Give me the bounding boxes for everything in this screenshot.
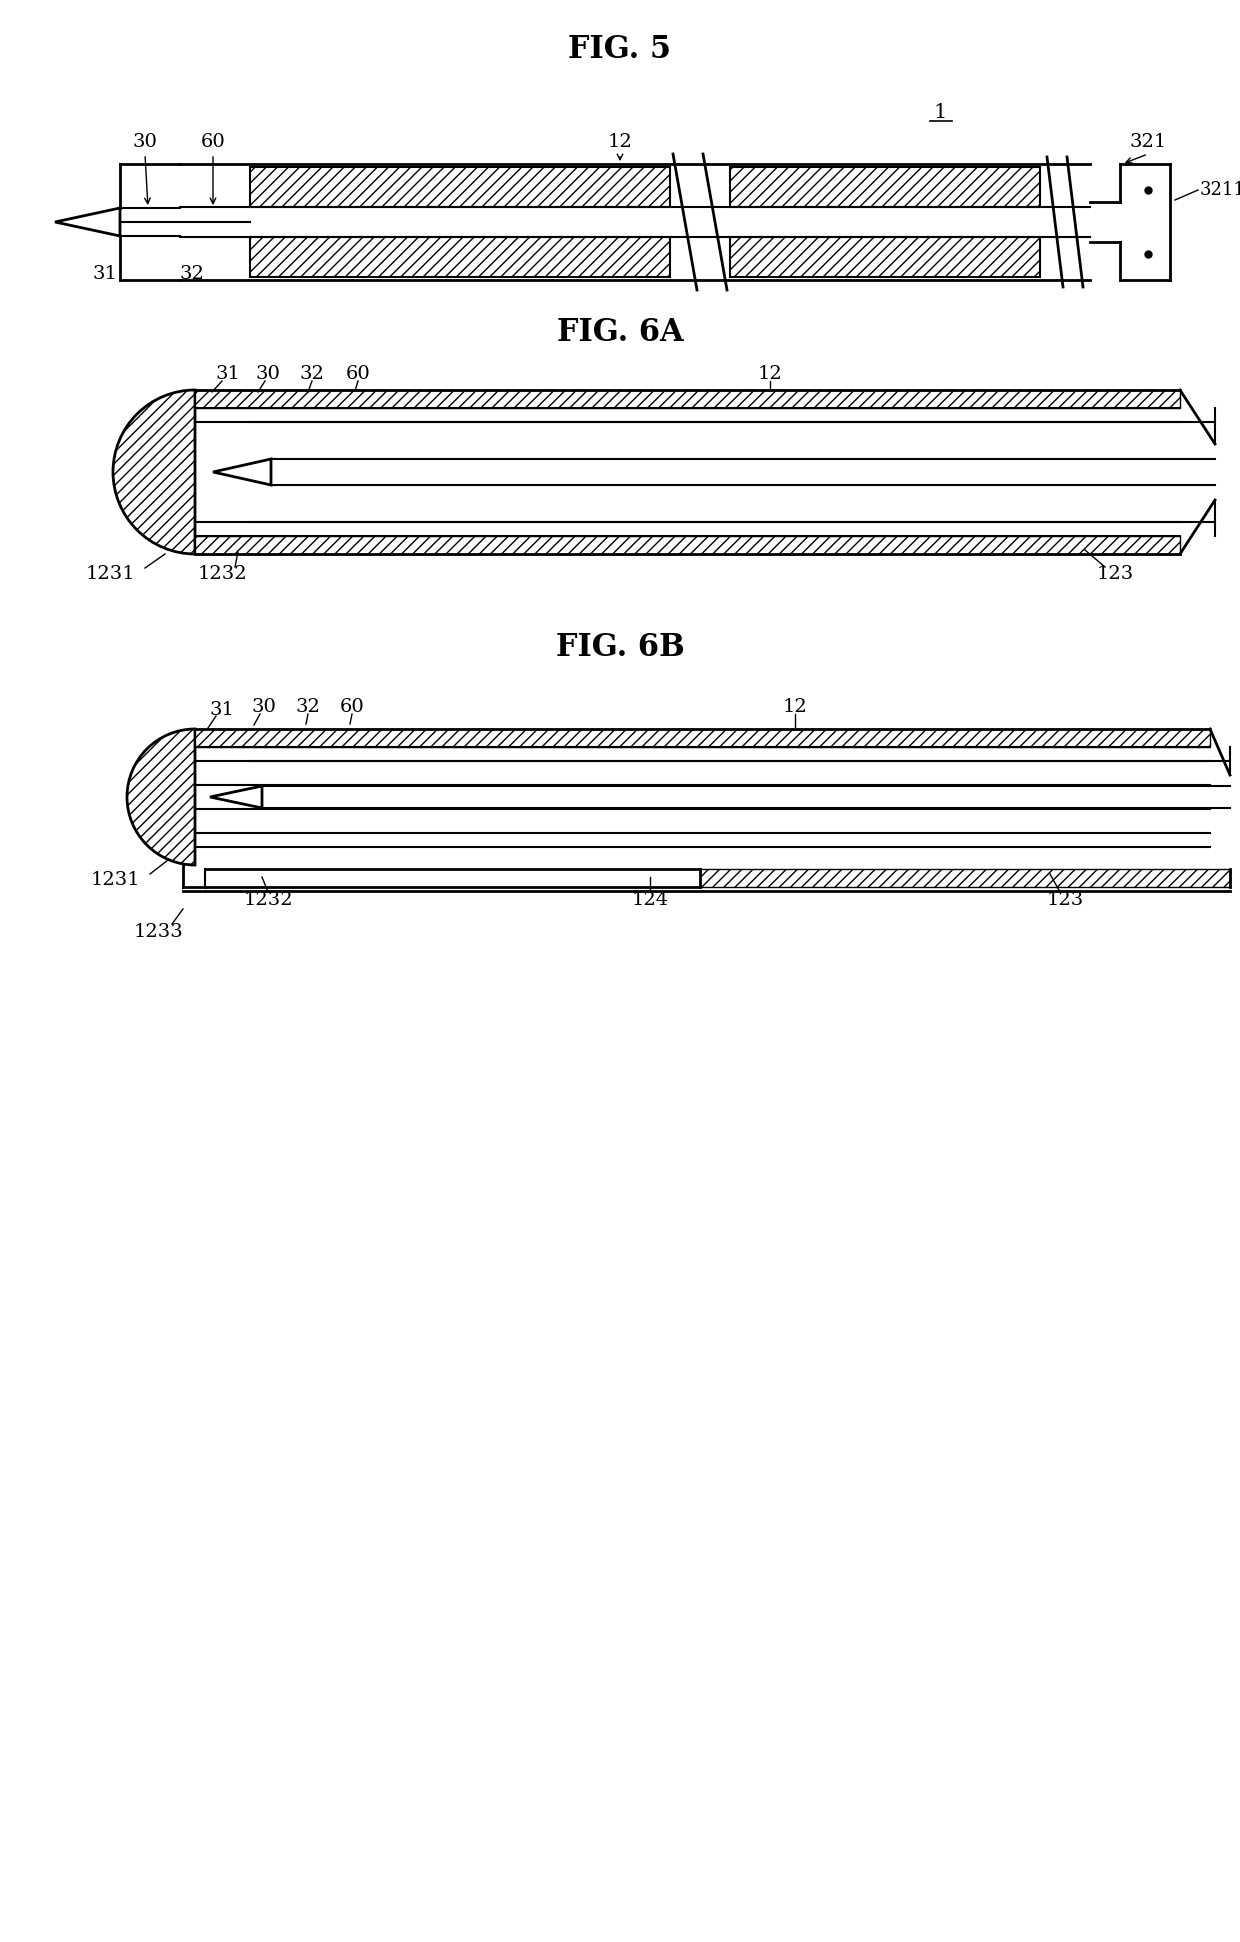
Text: 3211: 3211 <box>1200 181 1240 198</box>
Text: 1231: 1231 <box>86 565 135 583</box>
Text: 1233: 1233 <box>133 922 182 942</box>
Text: 60: 60 <box>201 132 226 151</box>
Bar <box>195 728 1210 748</box>
Polygon shape <box>213 458 272 486</box>
Bar <box>730 167 1040 208</box>
Text: 32: 32 <box>300 365 325 383</box>
Text: 30: 30 <box>252 697 277 717</box>
Text: 31: 31 <box>93 264 118 284</box>
Bar <box>701 868 1230 887</box>
Bar <box>250 237 670 278</box>
Text: FIG. 5: FIG. 5 <box>568 33 672 64</box>
Text: 60: 60 <box>340 697 365 717</box>
Text: 1232: 1232 <box>197 565 247 583</box>
Text: 123: 123 <box>1047 891 1084 909</box>
Bar <box>730 237 1040 278</box>
Text: 60: 60 <box>346 365 371 383</box>
Wedge shape <box>126 728 195 864</box>
Text: 31: 31 <box>216 365 241 383</box>
Polygon shape <box>55 208 120 237</box>
Text: 12: 12 <box>608 132 632 151</box>
Text: 32: 32 <box>295 697 320 717</box>
Text: 123: 123 <box>1096 565 1133 583</box>
Bar <box>195 390 1180 408</box>
Text: FIG. 6A: FIG. 6A <box>557 317 683 348</box>
Text: 124: 124 <box>631 891 668 909</box>
Text: 12: 12 <box>758 365 782 383</box>
Polygon shape <box>210 787 262 808</box>
Text: 31: 31 <box>210 701 234 719</box>
Text: 30: 30 <box>255 365 280 383</box>
Bar <box>250 167 670 208</box>
Text: 1: 1 <box>934 103 946 122</box>
Text: 1232: 1232 <box>243 891 293 909</box>
Wedge shape <box>113 390 195 553</box>
Text: 30: 30 <box>133 132 157 151</box>
Bar <box>195 536 1180 553</box>
Text: 1231: 1231 <box>91 872 140 889</box>
Text: 32: 32 <box>180 264 205 284</box>
Text: FIG. 6B: FIG. 6B <box>556 631 684 662</box>
Text: 321: 321 <box>1130 132 1167 151</box>
Text: 12: 12 <box>782 697 807 717</box>
